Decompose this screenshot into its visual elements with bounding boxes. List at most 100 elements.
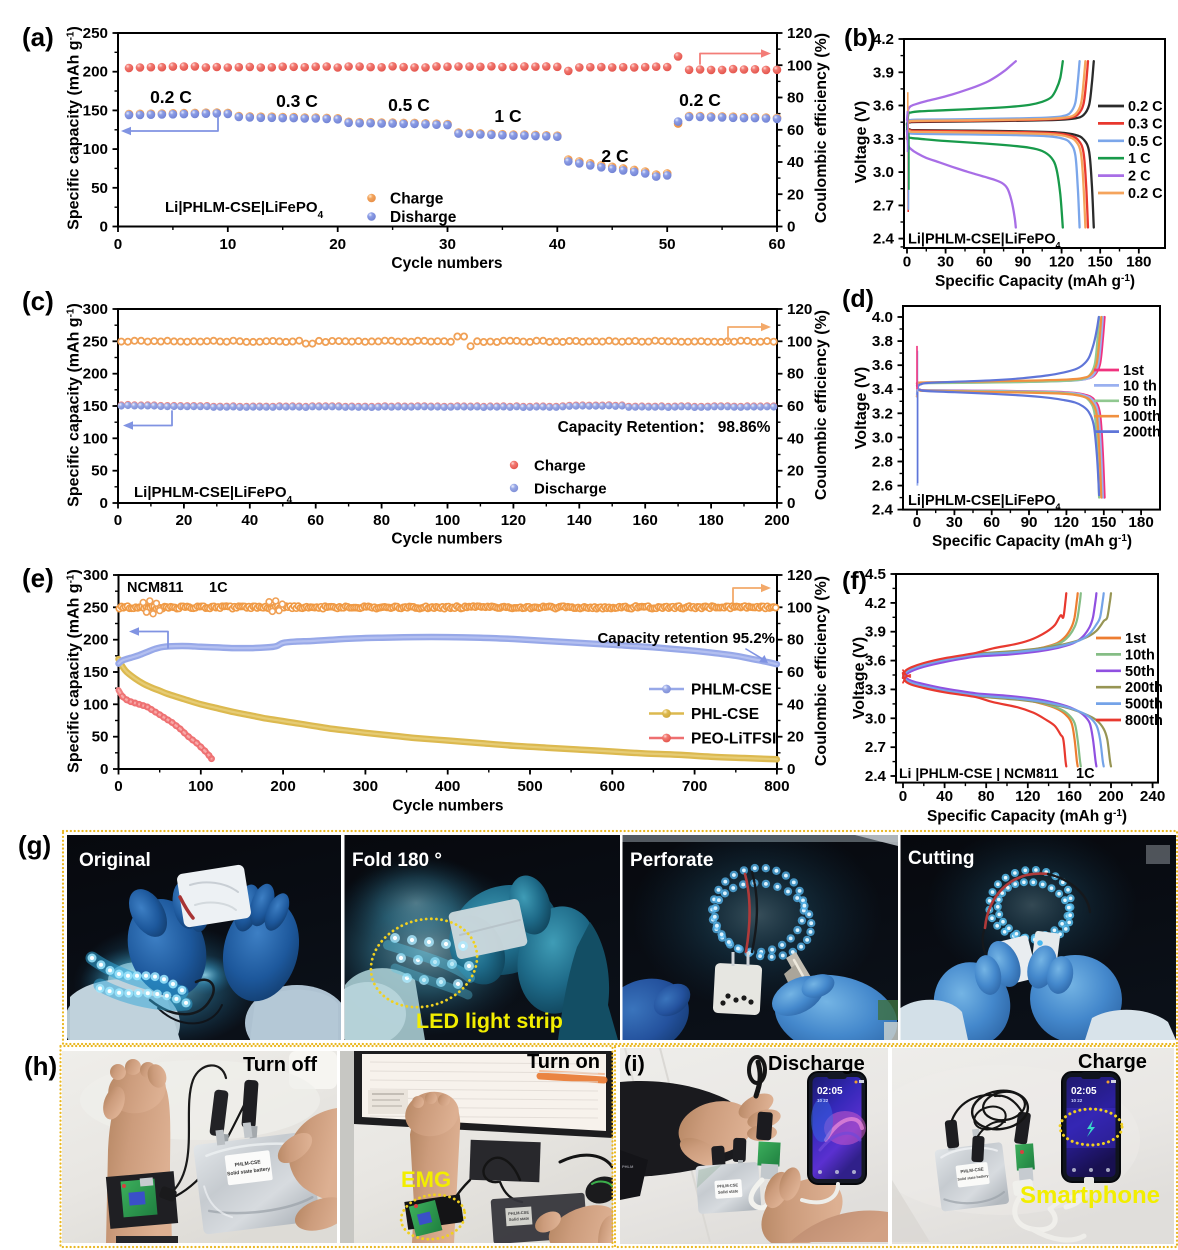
svg-text:Charge: Charge xyxy=(390,191,444,208)
svg-text:0.3 C: 0.3 C xyxy=(276,91,318,111)
svg-text:120: 120 xyxy=(1015,788,1040,805)
svg-text:150: 150 xyxy=(83,398,108,415)
svg-text:240: 240 xyxy=(1140,788,1165,805)
svg-text:PHLM-CSE: PHLM-CSE xyxy=(717,1182,739,1188)
svg-text:0: 0 xyxy=(114,236,122,253)
svg-text:3.6: 3.6 xyxy=(865,653,886,670)
svg-text:3.6: 3.6 xyxy=(872,357,893,374)
svg-text:10 th: 10 th xyxy=(1123,378,1157,394)
svg-text:10 22: 10 22 xyxy=(1071,1098,1083,1103)
svg-text:Turn off: Turn off xyxy=(243,1054,317,1076)
svg-text:0: 0 xyxy=(787,219,795,236)
svg-text:0: 0 xyxy=(913,514,921,531)
svg-text:200: 200 xyxy=(83,64,108,81)
svg-text:40: 40 xyxy=(787,154,804,171)
svg-text:200: 200 xyxy=(83,632,108,649)
svg-text:0: 0 xyxy=(114,778,122,795)
svg-text:80: 80 xyxy=(787,366,804,383)
svg-text:Discharge: Discharge xyxy=(768,1053,865,1075)
svg-text:(a): (a) xyxy=(22,22,54,52)
svg-text:90: 90 xyxy=(1014,254,1031,271)
svg-text:120: 120 xyxy=(787,25,812,42)
svg-text:3.3: 3.3 xyxy=(873,131,894,148)
svg-text:10th: 10th xyxy=(1125,647,1155,663)
svg-text:150: 150 xyxy=(1091,514,1116,531)
svg-text:3.3: 3.3 xyxy=(865,681,886,698)
svg-text:0: 0 xyxy=(899,788,907,805)
svg-text:Li|PHLM-CSE|LiFePO4: Li|PHLM-CSE|LiFePO4 xyxy=(134,484,293,506)
svg-text:3.0: 3.0 xyxy=(873,164,894,181)
svg-text:Fold 180 °: Fold 180 ° xyxy=(352,850,442,871)
svg-text:PHLM-CSE: PHLM-CSE xyxy=(691,682,772,699)
svg-text:0.2 C: 0.2 C xyxy=(150,87,192,107)
svg-text:Capacity Retention： 98.86%: Capacity Retention： 98.86% xyxy=(558,419,771,436)
svg-text:100: 100 xyxy=(787,57,812,74)
svg-text:2.4: 2.4 xyxy=(873,231,895,248)
svg-text:Specific capacity (mAh g-1): Specific capacity (mAh g-1) xyxy=(65,569,83,773)
svg-text:1st: 1st xyxy=(1125,631,1146,647)
svg-text:50th: 50th xyxy=(1125,664,1155,680)
svg-text:50: 50 xyxy=(659,236,676,253)
svg-text:300: 300 xyxy=(83,301,108,318)
svg-text:2.8: 2.8 xyxy=(872,453,893,470)
svg-text:150: 150 xyxy=(1088,254,1113,271)
svg-text:PEO-LiTFSI: PEO-LiTFSI xyxy=(691,731,776,748)
svg-text:Li|PHLM-CSE|LiFePO4: Li|PHLM-CSE|LiFePO4 xyxy=(908,493,1061,512)
svg-text:Voltage (V): Voltage (V) xyxy=(853,101,870,183)
svg-text:(c): (c) xyxy=(22,286,54,316)
svg-text:4.0: 4.0 xyxy=(872,309,893,326)
svg-text:Specific Capacity (mAh g-1): Specific Capacity (mAh g-1) xyxy=(932,533,1132,551)
svg-text:0.5 C: 0.5 C xyxy=(388,95,430,115)
svg-text:0.2 C: 0.2 C xyxy=(679,90,721,110)
svg-text:Specific capacity (mAh g-1): Specific capacity (mAh g-1) xyxy=(65,26,83,230)
svg-text:Cutting: Cutting xyxy=(908,848,974,869)
svg-text:Discharge: Discharge xyxy=(534,481,607,498)
svg-text:60: 60 xyxy=(787,122,804,139)
svg-text:Li|PHLM-CSE|LiFePO4: Li|PHLM-CSE|LiFePO4 xyxy=(165,199,324,221)
svg-text:0: 0 xyxy=(100,495,108,512)
svg-text:Specific capacity (mAh g-1): Specific capacity (mAh g-1) xyxy=(65,303,83,507)
svg-text:20: 20 xyxy=(787,729,804,746)
svg-text:60: 60 xyxy=(769,236,786,253)
svg-text:3.2: 3.2 xyxy=(872,405,893,422)
svg-text:60: 60 xyxy=(307,512,324,529)
svg-text:40: 40 xyxy=(787,430,804,447)
svg-text:30: 30 xyxy=(439,236,456,253)
svg-text:2.6: 2.6 xyxy=(872,478,893,495)
svg-text:50 th: 50 th xyxy=(1123,394,1157,410)
svg-text:Coulombic efficiency (%): Coulombic efficiency (%) xyxy=(813,33,830,223)
svg-text:Disharge: Disharge xyxy=(390,209,457,226)
svg-text:PHLM-CSE: PHLM-CSE xyxy=(508,1210,530,1216)
svg-text:250: 250 xyxy=(83,25,108,42)
svg-text:3.0: 3.0 xyxy=(872,429,893,446)
svg-text:140: 140 xyxy=(567,512,592,529)
svg-text:50: 50 xyxy=(92,729,109,746)
svg-text:1C: 1C xyxy=(209,580,228,596)
svg-text:60: 60 xyxy=(983,514,1000,531)
svg-text:300: 300 xyxy=(353,778,378,795)
svg-text:0.3 C: 0.3 C xyxy=(1128,116,1163,132)
svg-text:Turn on: Turn on xyxy=(527,1051,600,1073)
svg-text:80: 80 xyxy=(373,512,390,529)
svg-text:0: 0 xyxy=(787,495,795,512)
svg-text:Solid state battery: Solid state battery xyxy=(957,1174,988,1182)
svg-text:600: 600 xyxy=(600,778,625,795)
svg-text:0: 0 xyxy=(787,761,795,778)
svg-text:2 C: 2 C xyxy=(601,146,629,166)
svg-text:2.7: 2.7 xyxy=(873,197,894,214)
svg-text:2 C: 2 C xyxy=(1128,169,1151,185)
svg-text:200: 200 xyxy=(83,366,108,383)
svg-text:NCM811: NCM811 xyxy=(127,580,183,596)
svg-text:120: 120 xyxy=(1054,514,1079,531)
svg-text:0.5 C: 0.5 C xyxy=(1128,134,1163,150)
svg-text:500th: 500th xyxy=(1125,697,1163,713)
svg-text:02:05: 02:05 xyxy=(1071,1086,1097,1097)
svg-text:10 22: 10 22 xyxy=(817,1098,829,1103)
svg-text:4.2: 4.2 xyxy=(873,31,894,48)
svg-text:(d): (d) xyxy=(842,285,874,313)
svg-text:80: 80 xyxy=(978,788,995,805)
svg-text:PHLM-CSE: PHLM-CSE xyxy=(960,1166,984,1174)
svg-text:50: 50 xyxy=(91,463,108,480)
svg-text:2.4: 2.4 xyxy=(865,768,887,785)
svg-text:40: 40 xyxy=(549,236,566,253)
